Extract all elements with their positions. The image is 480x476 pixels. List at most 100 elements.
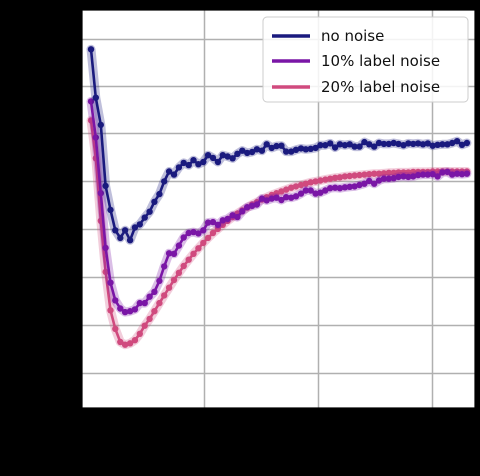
data-point <box>273 190 280 197</box>
data-point <box>356 171 363 179</box>
data-point <box>121 227 129 234</box>
data-point <box>248 148 256 156</box>
data-point <box>161 292 168 299</box>
data-point <box>190 250 197 257</box>
data-point <box>146 315 153 323</box>
data-point <box>410 173 417 180</box>
data-point <box>185 256 192 263</box>
data-point <box>234 213 241 221</box>
data-point <box>327 175 334 182</box>
data-point <box>92 134 100 141</box>
data-point <box>375 139 383 147</box>
data-point <box>297 190 305 197</box>
data-point <box>224 153 231 160</box>
data-point <box>283 148 290 155</box>
data-point <box>307 187 314 194</box>
data-point <box>346 172 353 180</box>
data-point <box>351 172 358 179</box>
data-point <box>229 155 236 162</box>
data-point <box>180 234 187 241</box>
data-point <box>244 204 251 211</box>
data-point <box>273 194 280 201</box>
data-point <box>121 341 129 348</box>
data-point <box>341 173 349 180</box>
data-point <box>195 230 202 237</box>
data-point <box>248 202 256 209</box>
data-point <box>390 139 397 147</box>
series-10-label-noise <box>86 96 472 317</box>
data-point <box>424 140 431 147</box>
data-point <box>219 152 226 159</box>
data-point <box>327 185 334 192</box>
data-point <box>107 206 114 214</box>
data-point <box>151 198 158 205</box>
data-point <box>395 140 402 148</box>
data-point <box>297 145 305 152</box>
data-point <box>112 325 119 333</box>
data-point <box>126 340 134 347</box>
data-point <box>317 142 324 149</box>
data-point <box>180 262 187 270</box>
data-point <box>444 168 451 176</box>
data-point <box>292 193 300 200</box>
data-point <box>463 139 471 147</box>
data-point <box>107 307 114 314</box>
data-point <box>195 245 202 252</box>
data-point <box>371 143 378 150</box>
data-point <box>453 138 461 145</box>
data-point <box>214 221 222 228</box>
data-point <box>141 322 148 329</box>
data-point <box>121 308 129 316</box>
data-point <box>336 141 344 148</box>
data-point <box>117 305 124 312</box>
legend: no noise 10% label noise 20% label noise <box>262 16 469 103</box>
data-point <box>288 194 295 201</box>
data-point <box>200 239 207 247</box>
data-point <box>263 197 270 204</box>
data-point <box>292 146 300 153</box>
data-point <box>307 179 314 186</box>
data-point <box>136 221 143 228</box>
data-point <box>131 306 139 313</box>
data-point <box>302 146 309 153</box>
data-point <box>263 141 270 148</box>
data-point <box>424 171 431 178</box>
data-point <box>234 150 241 157</box>
data-point <box>400 142 407 149</box>
data-point <box>239 147 246 154</box>
data-point <box>117 234 124 242</box>
data-point <box>395 173 402 181</box>
data-point <box>366 177 373 185</box>
data-point <box>444 141 451 148</box>
data-point <box>366 141 373 148</box>
data-point <box>258 195 266 202</box>
data-point <box>268 195 275 202</box>
data-point <box>175 164 183 171</box>
data-point <box>341 142 349 149</box>
data-point <box>92 94 100 101</box>
legend-label-20-label-noise: 20% label noise <box>321 78 440 96</box>
data-point <box>175 242 183 249</box>
data-point <box>458 171 466 178</box>
data-point <box>136 299 143 307</box>
data-point <box>131 224 139 231</box>
data-point <box>385 169 392 176</box>
data-point <box>405 169 412 176</box>
data-point <box>414 140 422 147</box>
data-point <box>327 140 334 147</box>
data-point <box>102 268 109 276</box>
data-point <box>292 183 300 190</box>
data-point <box>429 171 436 178</box>
data-point <box>336 174 344 181</box>
data-point <box>190 157 197 164</box>
data-point <box>112 227 119 234</box>
data-point <box>161 263 168 270</box>
legend-box <box>262 16 469 103</box>
data-point <box>175 269 183 276</box>
data-point <box>307 145 314 152</box>
data-point <box>185 161 192 169</box>
data-point <box>244 149 251 157</box>
data-point <box>204 152 212 159</box>
data-point <box>204 219 212 226</box>
data-point <box>322 187 329 194</box>
